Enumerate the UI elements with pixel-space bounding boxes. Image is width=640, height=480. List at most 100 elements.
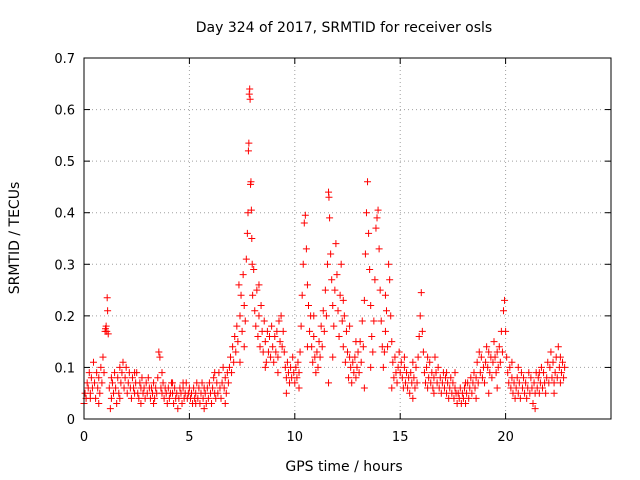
data-point [302, 245, 310, 253]
data-point [542, 389, 550, 397]
data-point [339, 343, 347, 351]
data-point [388, 384, 396, 392]
data-point [192, 400, 200, 408]
data-point [318, 343, 326, 351]
data-point [165, 394, 173, 402]
data-point [424, 353, 432, 361]
data-point [474, 379, 482, 387]
data-point [385, 260, 393, 268]
data-point [276, 338, 284, 346]
data-point [163, 400, 171, 408]
data-point [118, 369, 126, 377]
data-point [481, 379, 489, 387]
data-point [200, 405, 208, 413]
data-point [328, 276, 336, 284]
data-point [279, 327, 287, 335]
data-point [150, 400, 158, 408]
data-point [320, 327, 328, 335]
data-point [316, 353, 324, 361]
data-point [529, 400, 537, 408]
data-point [527, 374, 535, 382]
data-point [85, 369, 93, 377]
data-point [426, 358, 434, 366]
data-point [357, 358, 365, 366]
data-point [434, 363, 442, 371]
data-point [144, 374, 152, 382]
data-points [80, 85, 569, 413]
y-tick-label: 0.4 [54, 207, 75, 222]
data-point [430, 374, 438, 382]
data-point [205, 379, 213, 387]
data-point [138, 374, 146, 382]
data-point [211, 369, 219, 377]
data-point [354, 348, 362, 356]
data-point [503, 353, 511, 361]
y-tick-label: 0.3 [54, 258, 75, 273]
data-point [414, 353, 422, 361]
data-point [501, 296, 509, 304]
data-point [386, 276, 394, 284]
data-point [127, 394, 135, 402]
data-point [314, 363, 322, 371]
data-point [255, 281, 263, 289]
data-point [334, 307, 342, 315]
data-point [382, 307, 390, 315]
data-point [300, 219, 308, 227]
data-point [387, 312, 395, 320]
data-point [222, 389, 230, 397]
data-point [557, 369, 565, 377]
data-point [430, 389, 438, 397]
data-point [372, 224, 380, 232]
data-point [250, 265, 258, 273]
data-point [294, 358, 302, 366]
data-point [272, 348, 280, 356]
data-point [102, 322, 110, 330]
data-point [361, 250, 369, 258]
data-point [262, 358, 270, 366]
data-point [342, 327, 350, 335]
data-point [407, 369, 415, 377]
data-point [345, 374, 353, 382]
data-point [360, 296, 368, 304]
data-point [249, 291, 257, 299]
data-point [547, 348, 555, 356]
data-point [329, 353, 337, 361]
data-point [347, 363, 355, 371]
data-point [283, 358, 291, 366]
data-point [344, 348, 351, 356]
data-point [351, 353, 359, 361]
data-point [303, 281, 311, 289]
data-point [282, 389, 290, 397]
data-point [174, 405, 182, 413]
data-point [349, 358, 357, 366]
y-tick-label: 0.2 [54, 310, 75, 325]
data-point [89, 358, 97, 366]
data-point [235, 281, 243, 289]
data-point [336, 291, 344, 299]
data-point [255, 312, 263, 320]
data-point [535, 389, 543, 397]
data-point [449, 379, 457, 387]
data-point [412, 363, 420, 371]
data-point [221, 374, 229, 382]
data-point [218, 379, 226, 387]
data-point [241, 317, 249, 325]
data-point [516, 394, 524, 402]
data-point [365, 229, 373, 237]
data-point [381, 327, 389, 335]
data-point [471, 384, 479, 392]
data-point [490, 338, 498, 346]
data-point [409, 394, 417, 402]
data-point [551, 369, 559, 377]
data-point [447, 374, 455, 382]
data-point [416, 312, 424, 320]
data-point [418, 327, 426, 335]
data-point [254, 332, 262, 340]
x-tick-label: 10 [287, 430, 304, 445]
data-point [420, 369, 428, 377]
data-point [398, 374, 406, 382]
data-point [384, 343, 392, 351]
data-point [229, 343, 237, 351]
data-point [473, 358, 481, 366]
data-point [228, 369, 236, 377]
